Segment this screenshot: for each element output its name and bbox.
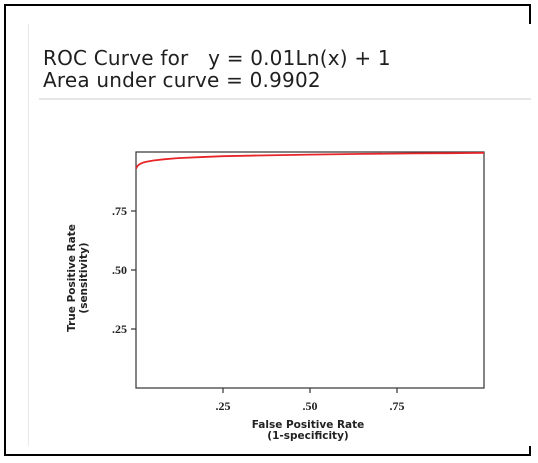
figure-frame: ROC Curve for y = 0.01Ln(x) + 1 Area und… — [4, 4, 531, 456]
chart-title: ROC Curve for y = 0.01Ln(x) + 1 — [43, 46, 391, 70]
plot-area — [135, 151, 485, 389]
x-tick-label: .75 — [390, 399, 405, 413]
y-axis-label: True Positive Rate — [66, 224, 78, 332]
x-axis-sublabel: (1-specificity) — [267, 430, 348, 442]
y-tick-label: .25 — [112, 322, 127, 336]
chart-subtitle: Area under curve = 0.9902 — [43, 68, 321, 92]
x-tick-label: .25 — [216, 399, 231, 413]
y-tick-label: .50 — [112, 263, 127, 277]
roc-curve-line — [135, 152, 485, 169]
x-axis-label: False Positive Rate — [252, 419, 365, 431]
title-divider — [39, 98, 531, 100]
x-tick-label: .50 — [303, 399, 318, 413]
y-tick-label: .75 — [112, 204, 127, 218]
y-axis-sublabel: (sensitivity) — [78, 242, 90, 313]
roc-chart: .25 .50 .75 .25 .50 .75 False Positive Rate(1-… — [66, 151, 485, 442]
axes-group: .25 .50 .75 .25 .50 .75 False Positive Rate(1-… — [66, 151, 485, 442]
chart-panel: ROC Curve for y = 0.01Ln(x) + 1 Area und… — [28, 24, 531, 446]
